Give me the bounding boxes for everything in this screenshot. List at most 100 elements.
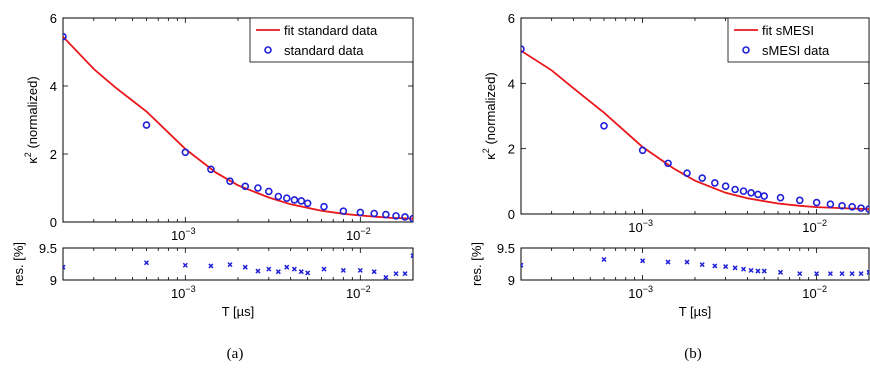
x-tick-exponent: −3 (643, 284, 653, 294)
legend-marker (264, 46, 272, 54)
residual-y-label: res. [%] (11, 242, 26, 286)
data-point (795, 196, 804, 205)
residual-point (740, 266, 747, 272)
data-point (265, 187, 273, 196)
x-tick-label: 10−2 (802, 284, 827, 301)
data-point (776, 193, 785, 202)
x-tick-exponent: −2 (360, 226, 370, 236)
data-point (382, 210, 390, 219)
x-tick-exponent: −2 (817, 284, 827, 294)
x-tick-label: 10−2 (346, 226, 371, 243)
data-point (747, 188, 755, 197)
residual-point (383, 274, 389, 280)
data-point (241, 182, 250, 191)
chart-panel-b: 10−3 10−2 0 2 4 6 κ2 (normalized) fit sMESI sMES… (469, 11, 870, 362)
data-point (409, 214, 413, 222)
data-point (392, 212, 400, 220)
x-tick-label: 10−2 (802, 218, 827, 235)
data-point (303, 199, 312, 208)
residual-point (371, 269, 377, 275)
data-point (638, 146, 647, 155)
residual-point (143, 260, 150, 266)
residual-point (255, 268, 261, 274)
data-point (731, 185, 739, 194)
residual-point (521, 262, 524, 268)
main-series (63, 32, 413, 222)
x-axis-label: T [µs] (679, 304, 712, 319)
residual-point (298, 269, 304, 275)
residual-point (640, 258, 646, 264)
residual-point (266, 266, 272, 272)
x-axis-label: T [µs] (222, 304, 255, 319)
y-tick-label: 9 (50, 273, 57, 288)
panel-caption: (a) (227, 346, 244, 362)
data-point (826, 200, 835, 208)
residual-y-label: res. [%] (469, 242, 484, 286)
residual-point (665, 259, 671, 265)
data-point (282, 194, 291, 202)
residual-point (410, 253, 413, 259)
data-point (254, 184, 262, 192)
residual-point (321, 266, 327, 272)
data-point (297, 197, 306, 205)
residual-point (849, 271, 855, 277)
data-point (865, 205, 869, 213)
residual-point (712, 263, 718, 269)
x-tick-exponent: −3 (185, 226, 195, 236)
x-tick-exponent: −3 (185, 284, 195, 294)
x-tick-label: 10−3 (171, 284, 196, 301)
y-tick-label: 4 (508, 76, 515, 91)
residual-point (761, 268, 767, 274)
main-series (521, 45, 869, 213)
residual-point (814, 271, 820, 277)
legend-marker (742, 46, 750, 54)
residual-point (402, 271, 408, 277)
residual-series (521, 256, 869, 277)
data-point (848, 203, 856, 211)
residual-point (732, 265, 738, 271)
data-point (320, 202, 328, 211)
y-tick-label: 6 (50, 11, 57, 26)
residual-point (866, 269, 869, 275)
data-point (181, 148, 190, 157)
residual-point (777, 269, 784, 275)
data-point (401, 213, 409, 221)
y-tick-label: 9 (508, 273, 515, 288)
residual-point (699, 262, 705, 268)
residual-point (182, 262, 188, 268)
residual-plot-area (62, 247, 414, 281)
x-tick-exponent: −2 (360, 284, 370, 294)
residual-point (684, 259, 690, 265)
residual-point (284, 264, 290, 270)
residual-point (797, 271, 803, 277)
data-point (698, 174, 707, 182)
residual-series (63, 253, 413, 280)
y-tick-label: 0 (508, 207, 515, 222)
fit-line (63, 36, 413, 220)
y-tick-label: 4 (50, 79, 57, 94)
y-tick-label: 9.5 (497, 241, 515, 256)
legend-box (727, 17, 870, 63)
residual-point (291, 266, 297, 272)
x-tick-label: 10−3 (171, 226, 196, 243)
legend-box (249, 17, 414, 63)
data-point (339, 207, 348, 215)
legend-label: fit sMESI (762, 23, 814, 38)
data-point (226, 177, 234, 185)
x-tick-exponent: −3 (643, 218, 653, 228)
x-tick-label: 10−3 (628, 284, 653, 301)
data-point (142, 121, 151, 129)
x-tick-exponent: −2 (817, 218, 827, 228)
chart-panel-a: 10−3 10−2 0 2 4 6 κ2 (normalized) fit standard … (11, 11, 414, 362)
data-point (812, 198, 821, 207)
residual-point (839, 271, 845, 277)
legend-label: fit standard data (284, 23, 378, 38)
y-axis-label: κ2 (normalized) (481, 72, 498, 159)
data-point (600, 122, 608, 130)
residual-point (858, 271, 864, 277)
legend-label: standard data (284, 43, 364, 58)
x-tick-label: 10−2 (346, 284, 371, 301)
data-point (739, 187, 748, 195)
residual-point (723, 264, 729, 270)
